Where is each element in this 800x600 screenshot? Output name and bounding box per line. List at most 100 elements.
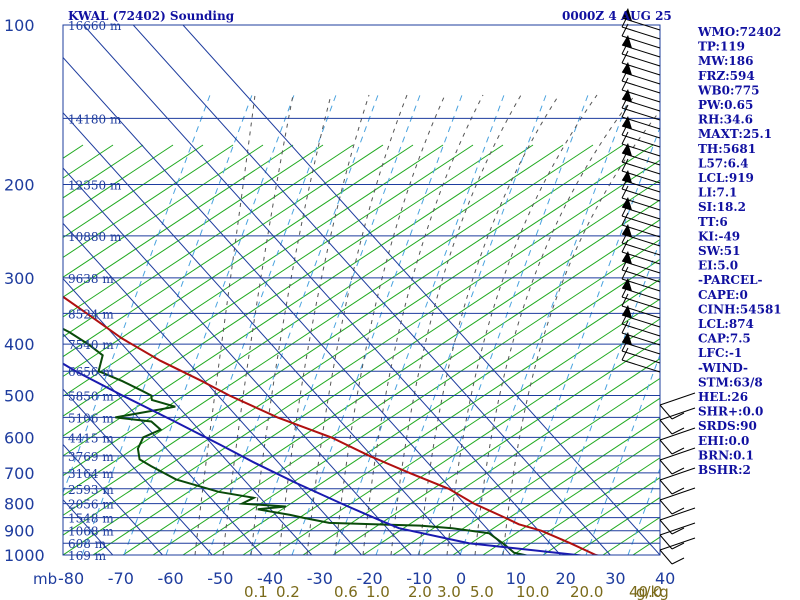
- mixing-ratio-line: [501, 126, 660, 555]
- isotherm: [63, 443, 163, 555]
- index-item: CAPE:0: [698, 288, 748, 302]
- dry-adiabat: [63, 144, 234, 259]
- moist-adiabat: [278, 94, 370, 555]
- temperature-tick-label: 30: [605, 569, 625, 588]
- temperature-tick-label: -60: [158, 569, 184, 588]
- dry-adiabat: [422, 397, 660, 555]
- sounding-trace-2: [63, 362, 587, 555]
- dry-adiabat: [63, 144, 474, 417]
- index-item: TP:119: [698, 40, 745, 54]
- isotherm: [63, 56, 512, 555]
- height-label: 8524 m: [68, 307, 114, 321]
- height-label: 2056 m: [68, 498, 114, 512]
- temperature-tick-label: 40: [655, 569, 675, 588]
- pressure-tick-label: 700: [4, 464, 35, 483]
- height-label: 14180 m: [68, 112, 122, 126]
- pressure-tick-label: 300: [4, 269, 35, 288]
- mixing-ratio-tick-label: 0.2: [276, 583, 300, 600]
- wind-barb: [621, 14, 661, 40]
- wind-barb: [659, 427, 696, 455]
- mixing-ratio-line: [291, 94, 463, 555]
- isotherm: [132, 25, 611, 555]
- index-item: HEL:26: [698, 390, 748, 404]
- height-label: 4415 m: [68, 431, 114, 445]
- index-item: EI:5.0: [698, 259, 738, 273]
- wind-barb: [621, 251, 661, 274]
- chart-title: KWAL (72402) Sounding: [68, 9, 235, 23]
- index-item: LFC:-1: [698, 346, 742, 360]
- height-label: 3769 m: [68, 450, 114, 464]
- wind-barb: [659, 537, 696, 565]
- height-label: 5106 m: [68, 411, 114, 425]
- height-label: 7540 m: [68, 338, 114, 352]
- wind-barb: [659, 467, 696, 495]
- index-item: LCL:874: [698, 317, 754, 331]
- isotherm: [83, 25, 561, 555]
- dry-adiabat: [63, 144, 324, 318]
- mixing-ratio-tick-label: 3.0: [437, 583, 461, 600]
- pressure-tick-label: 100: [4, 16, 35, 35]
- index-item: LCL:919: [698, 171, 754, 185]
- wind-barb: [621, 347, 661, 373]
- mixing-ratio-tick-label: 5.0: [470, 583, 494, 600]
- chart-time: 0000Z 4 AUG 25: [562, 9, 672, 23]
- pressure-tick-label: 400: [4, 335, 35, 354]
- height-label: 2593 m: [68, 483, 114, 497]
- dry-adiabat: [63, 144, 354, 338]
- moist-adiabat: [362, 94, 484, 555]
- mixing-ratio-tick-label: 0.6: [334, 583, 358, 600]
- isotherm: [63, 222, 362, 555]
- height-label: 6656 m: [68, 365, 114, 379]
- dry-adiabat: [272, 298, 660, 555]
- index-item: CINH:54581: [698, 302, 782, 316]
- dry-adiabat: [63, 144, 594, 497]
- moist-adiabat: [194, 94, 256, 555]
- wind-barb: [621, 284, 661, 310]
- pressure-tick-label: 1000: [4, 546, 45, 565]
- temperature-tick-label: -10: [406, 569, 432, 588]
- wind-barb: [621, 8, 661, 31]
- wind-barb: [621, 176, 661, 202]
- moist-adiabat: [502, 110, 660, 555]
- moist-adiabat: [222, 94, 294, 555]
- wind-barb: [659, 487, 696, 515]
- plot-frame: [62, 24, 661, 556]
- moist-adiabat: [250, 94, 332, 555]
- mixing-ratio-line: [81, 94, 253, 555]
- temperature-tick-label: -40: [257, 569, 283, 588]
- wind-barb: [621, 122, 661, 148]
- mixing-ratio-tick-label: 1.0: [366, 583, 390, 600]
- index-item: LI:7.1: [698, 186, 737, 200]
- height-label: 10880 m: [68, 230, 122, 244]
- wind-barb: [621, 68, 661, 94]
- height-label: 169 m: [68, 549, 107, 563]
- mixing-ratio-line: [333, 94, 505, 555]
- dry-adiabat: [63, 144, 534, 457]
- temperature-tick-label: 10: [506, 569, 526, 588]
- moist-adiabat: [418, 94, 560, 555]
- index-item: SI:18.2: [698, 200, 746, 214]
- wind-barb: [621, 257, 661, 283]
- index-item: EHI:0.0: [698, 434, 749, 448]
- dry-adiabat: [63, 144, 624, 516]
- mixing-ratio-tick-label: 2.0: [408, 583, 432, 600]
- mixing-ratio-tick-label: 40.0: [629, 583, 662, 600]
- wind-barb: [621, 230, 661, 256]
- mixing-ratio-line: [249, 94, 421, 555]
- wind-barb: [621, 89, 661, 112]
- wind-barb: [659, 507, 696, 535]
- dry-adiabat: [783, 145, 800, 555]
- wind-barb: [621, 311, 661, 337]
- index-item: SRDS:90: [698, 419, 757, 433]
- dry-adiabat: [332, 338, 660, 555]
- wind-barbs: [621, 8, 696, 565]
- moist-adiabat: [390, 94, 522, 555]
- mixing-ratio-line: [543, 239, 660, 555]
- temperature-tick-label: -50: [207, 569, 233, 588]
- wind-barb: [621, 35, 661, 58]
- height-label: 9638 m: [68, 272, 114, 286]
- dry-adiabat: [482, 437, 660, 555]
- index-item: WMO:72402: [697, 25, 781, 39]
- background-lines: [63, 94, 800, 555]
